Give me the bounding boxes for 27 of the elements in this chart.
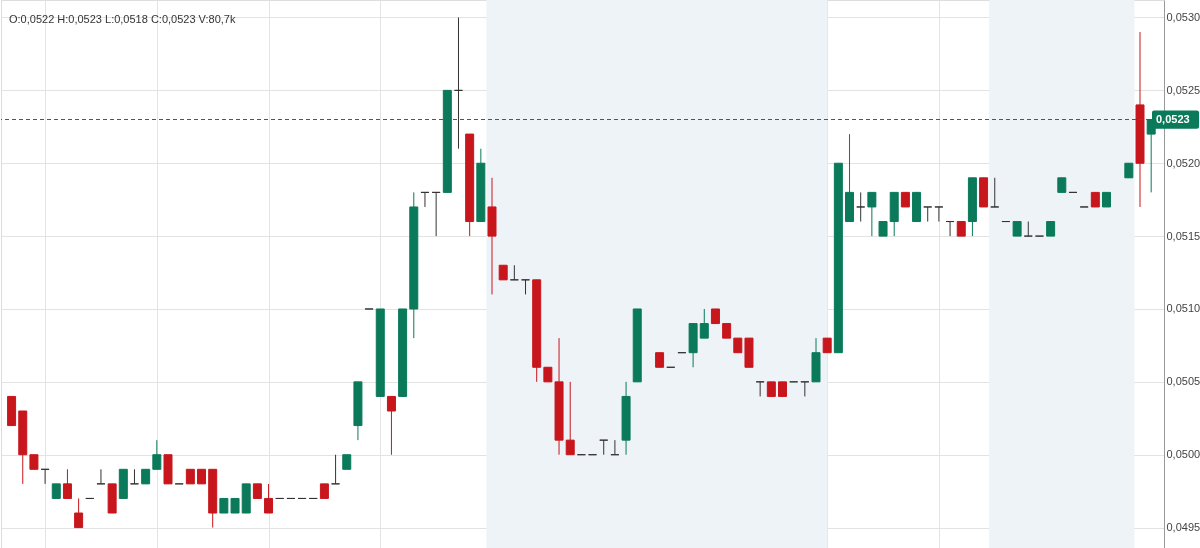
candlestick xyxy=(331,454,341,485)
candlestick xyxy=(96,468,106,485)
y-tick-label: 0,0515 xyxy=(1166,229,1200,242)
candlestick xyxy=(74,497,84,529)
candlestick xyxy=(565,381,575,456)
candlestick xyxy=(856,191,866,223)
candlestick xyxy=(386,395,396,456)
candlestick xyxy=(867,191,877,237)
y-tick-label: 0,0525 xyxy=(1166,83,1200,96)
candlestick xyxy=(62,468,72,499)
candlestick xyxy=(699,308,709,339)
y-tick-label: 0,0505 xyxy=(1166,375,1200,388)
candlestick xyxy=(934,206,944,223)
candlestick xyxy=(599,439,609,456)
candlestick xyxy=(264,483,274,514)
y-tick-label: 0,0520 xyxy=(1166,156,1200,169)
ref-line-label: 0,0523 xyxy=(1156,112,1190,125)
candlestick xyxy=(755,381,765,397)
candlestick xyxy=(990,177,1000,208)
y-tick-label: 0,0510 xyxy=(1166,302,1200,315)
candlestick xyxy=(152,439,162,470)
candlestick xyxy=(129,468,139,485)
candlestick xyxy=(923,206,933,223)
y-tick-label: 0,0495 xyxy=(1166,521,1200,534)
y-tick-label: 0,0500 xyxy=(1166,448,1200,461)
y-tick-label: 0,0530 xyxy=(1166,10,1200,23)
annotation: O:0,0522 H:0,0523 L:0,0518 C:0,0523 V:80,7k xyxy=(9,13,236,25)
